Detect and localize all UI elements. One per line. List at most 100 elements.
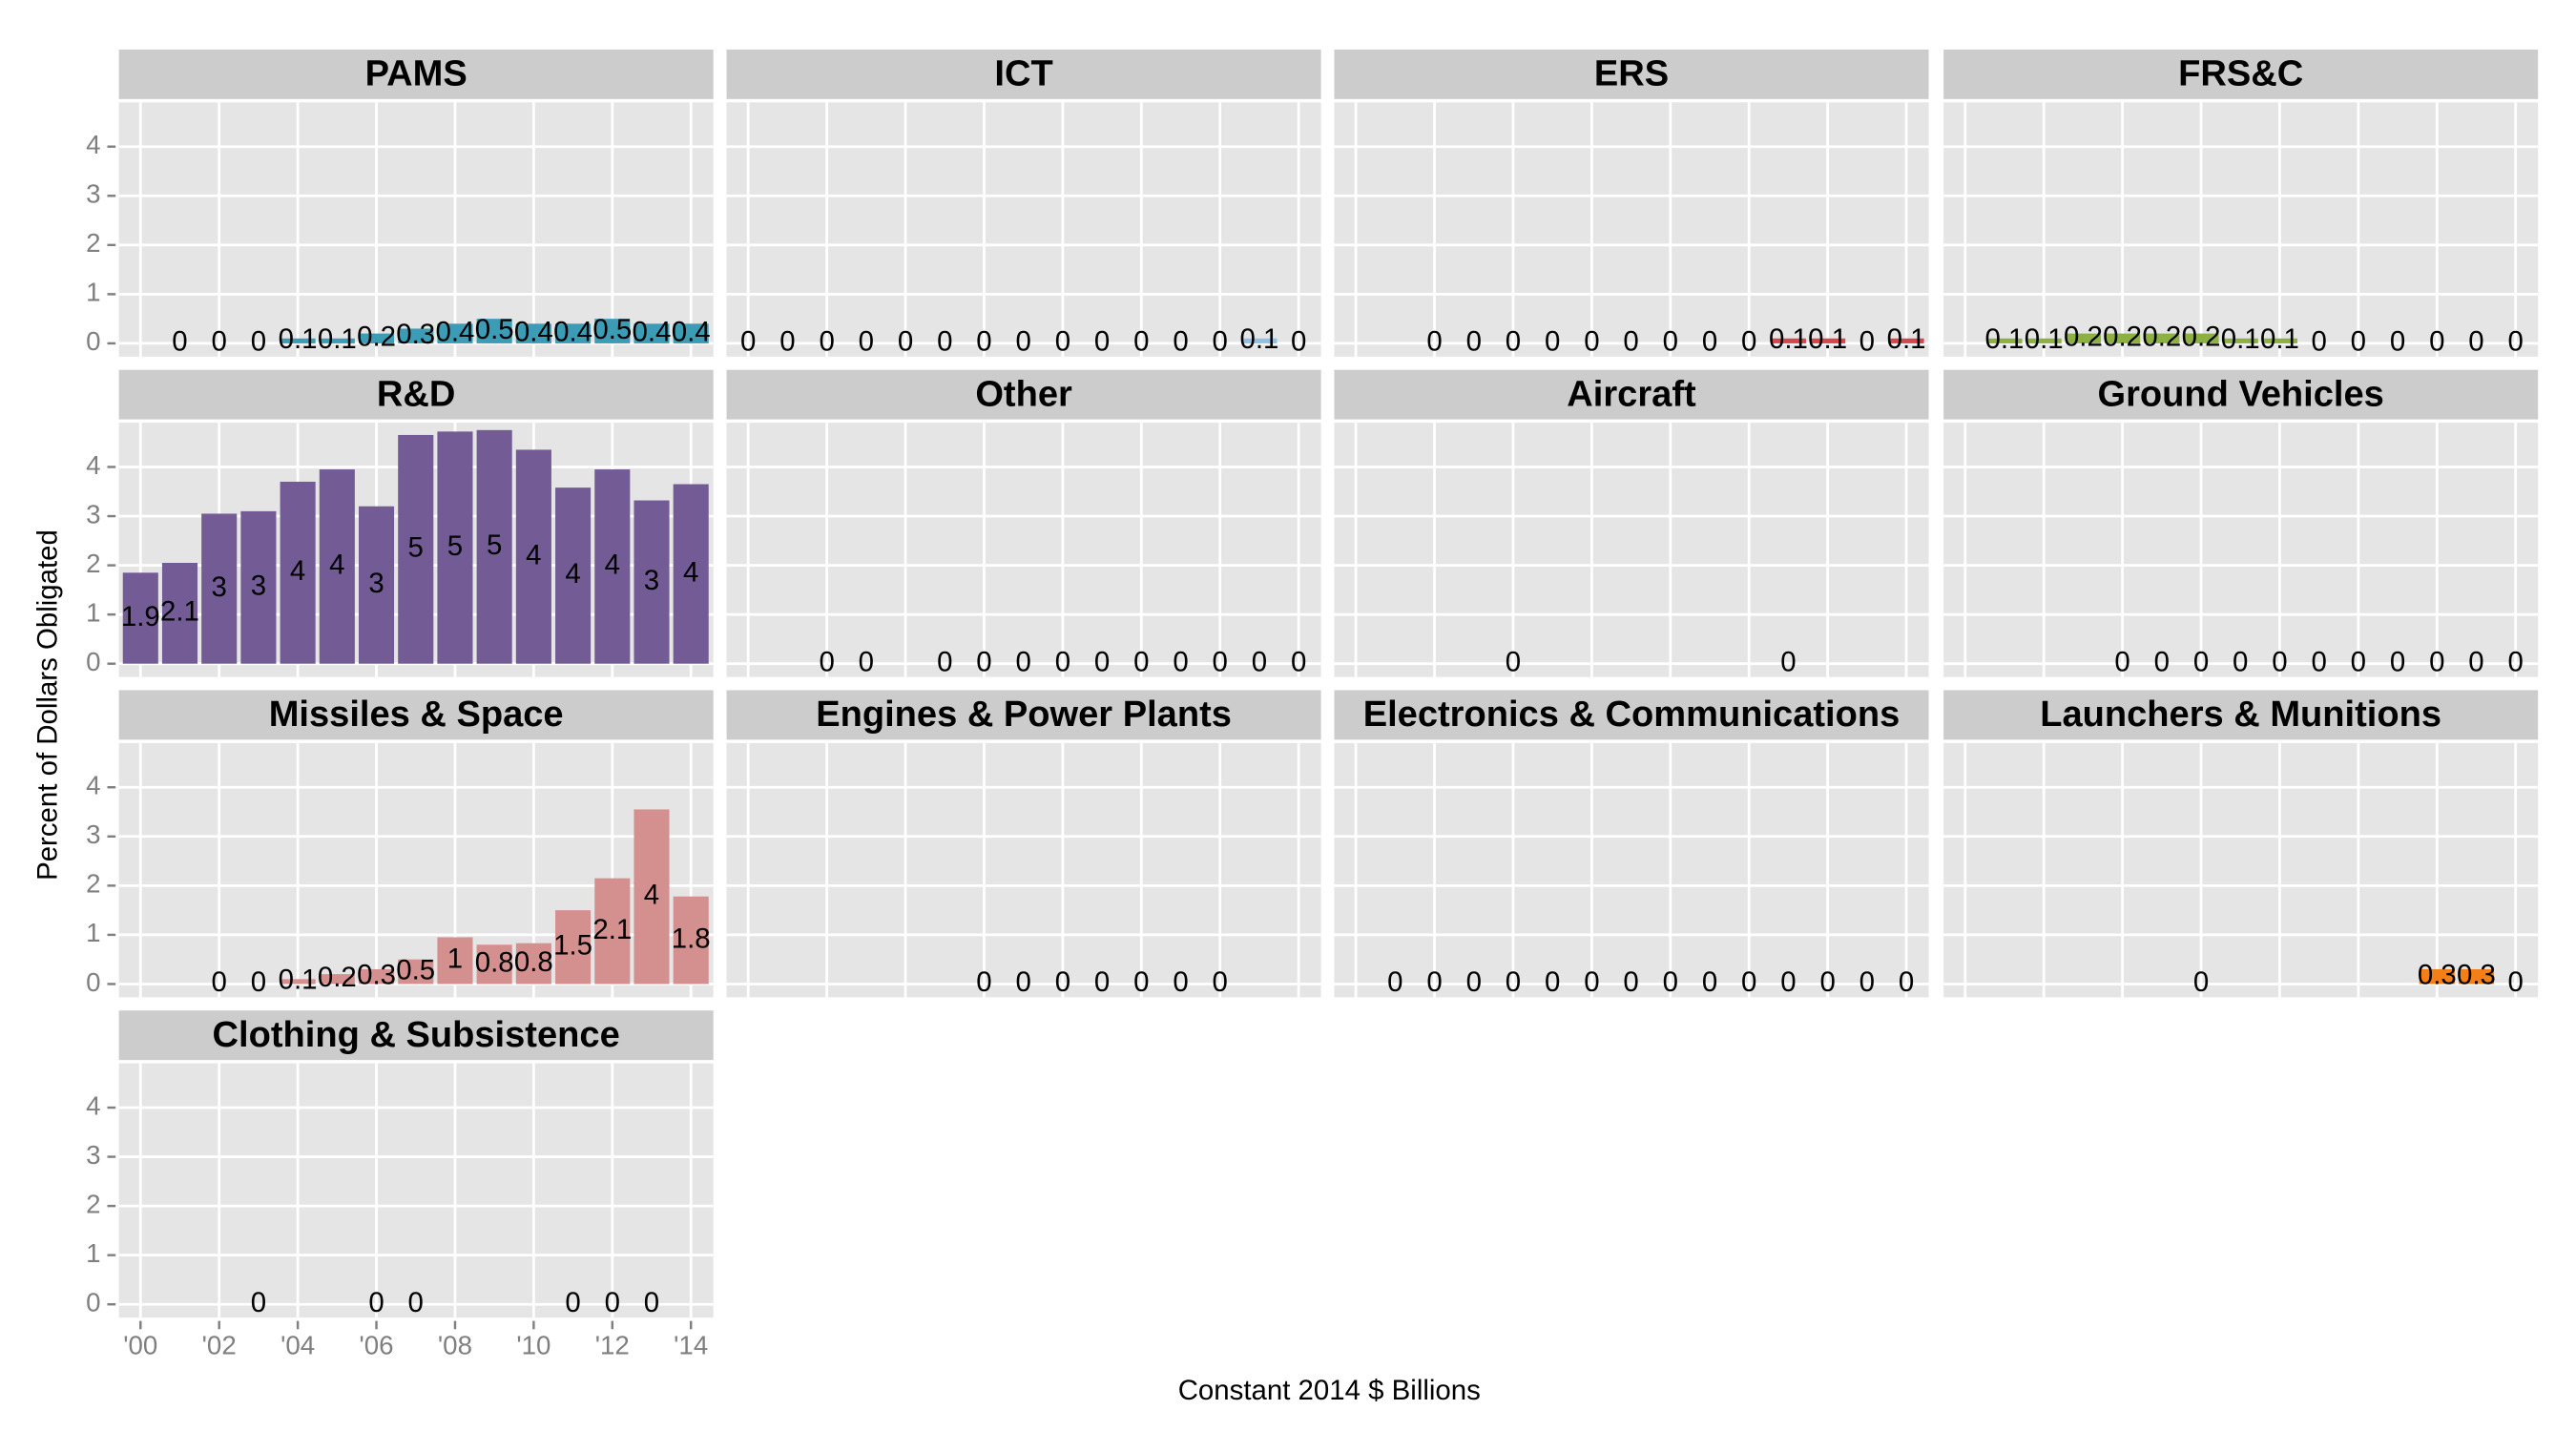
data-label: 3 — [212, 571, 227, 603]
data-label: 0 — [819, 646, 834, 677]
data-label: 0 — [644, 1287, 659, 1318]
y-tick-label: 1 — [86, 1238, 100, 1268]
data-label: 0 — [1387, 966, 1402, 998]
panel-title: Aircraft — [1567, 374, 1696, 414]
data-label: 0 — [1584, 326, 1599, 358]
data-label: 0 — [1015, 646, 1030, 677]
data-label: 0 — [1291, 646, 1306, 677]
data-label: 0.1 — [1808, 323, 1847, 355]
data-label: 0 — [937, 646, 952, 677]
bar — [358, 968, 395, 985]
data-label: 0 — [1780, 646, 1796, 677]
data-label: 0 — [212, 966, 227, 998]
data-label: 0.2 — [2103, 321, 2142, 353]
data-label: 4 — [644, 880, 659, 911]
data-label: 0 — [1213, 966, 1228, 998]
data-label: 0 — [1741, 326, 1756, 358]
data-label: 0 — [740, 326, 756, 358]
bar — [555, 910, 592, 985]
y-tick-label: 2 — [86, 228, 100, 258]
bar — [476, 429, 512, 664]
x-tick-label: '08 — [438, 1331, 472, 1360]
data-label: 1.9 — [121, 601, 160, 633]
data-label: 0.3 — [2418, 959, 2457, 990]
data-label: 0 — [565, 1287, 580, 1318]
data-label: 0 — [2114, 646, 2129, 677]
bar — [161, 563, 198, 664]
panel-title: Ground Vehicles — [2097, 374, 2383, 414]
bar — [2458, 968, 2495, 985]
strip — [118, 49, 714, 99]
data-label: 0 — [251, 1287, 266, 1318]
data-label: 0 — [368, 1287, 384, 1318]
data-label: 0 — [1663, 966, 1678, 998]
y-tick-label: 0 — [86, 647, 100, 676]
bar — [319, 469, 355, 664]
bar — [515, 323, 551, 343]
data-label: 3 — [251, 570, 266, 602]
data-label: 0 — [172, 326, 187, 358]
strip — [1943, 690, 2539, 740]
data-label: 0.3 — [357, 959, 396, 990]
bar — [673, 896, 709, 985]
data-label: 0 — [1545, 326, 1560, 358]
bar — [555, 323, 592, 343]
x-axis-label: Constant 2014 $ Billions — [1178, 1375, 1481, 1406]
data-label: 0.8 — [514, 946, 553, 978]
y-tick-label: 2 — [86, 1189, 100, 1218]
data-label: 4 — [683, 556, 698, 588]
data-label: 0.1 — [1769, 323, 1808, 355]
data-label: 0.4 — [436, 316, 475, 347]
bar — [319, 338, 355, 343]
data-label: 0 — [1094, 326, 1110, 358]
data-label: 0 — [2429, 326, 2444, 358]
data-label: 0 — [976, 646, 991, 677]
bar — [555, 487, 592, 664]
bar — [319, 974, 355, 985]
data-label: 0 — [1545, 966, 1560, 998]
data-label: 0.1 — [2221, 323, 2260, 355]
bar — [2105, 333, 2141, 343]
data-label: 2.1 — [592, 914, 632, 945]
x-tick-label: '00 — [123, 1331, 157, 1360]
data-label: 0 — [2390, 646, 2405, 677]
data-label: 1.5 — [553, 930, 592, 962]
panel-title: Launchers & Munitions — [2040, 695, 2441, 735]
data-label: 3 — [644, 565, 659, 596]
bar — [634, 323, 670, 343]
strip — [118, 690, 714, 740]
data-label: 0.2 — [2064, 321, 2103, 353]
y-tick-label: 1 — [86, 278, 100, 307]
data-label: 0 — [1663, 326, 1678, 358]
bar — [398, 959, 434, 985]
strip — [118, 1010, 714, 1061]
data-label: 0.3 — [2457, 959, 2496, 990]
strip — [1334, 690, 1929, 740]
data-label: 0 — [1173, 326, 1188, 358]
data-label: 0 — [1133, 646, 1149, 677]
bar — [2419, 968, 2455, 985]
bar — [2144, 333, 2180, 343]
data-label: 0.1 — [1985, 323, 2025, 355]
bar — [515, 449, 551, 664]
strip — [118, 369, 714, 420]
data-label: 0.4 — [633, 316, 672, 347]
bar — [437, 431, 473, 664]
bar — [358, 506, 395, 664]
bar — [201, 513, 238, 664]
data-label: 0 — [1055, 966, 1070, 998]
y-tick-label: 1 — [86, 918, 100, 947]
panel-title: Other — [975, 374, 1072, 414]
bar — [2183, 333, 2219, 343]
bar — [122, 572, 158, 664]
bar — [476, 319, 512, 343]
panel-bg — [1943, 423, 2539, 677]
panel-title: Clothing & Subsistence — [213, 1015, 620, 1055]
panel-title: Missiles & Space — [269, 695, 564, 735]
data-label: 0 — [1506, 966, 1521, 998]
panel-bg — [726, 102, 1321, 357]
data-label: 1.8 — [672, 923, 711, 954]
data-label: 0 — [1623, 966, 1638, 998]
data-label: 0 — [1623, 326, 1638, 358]
